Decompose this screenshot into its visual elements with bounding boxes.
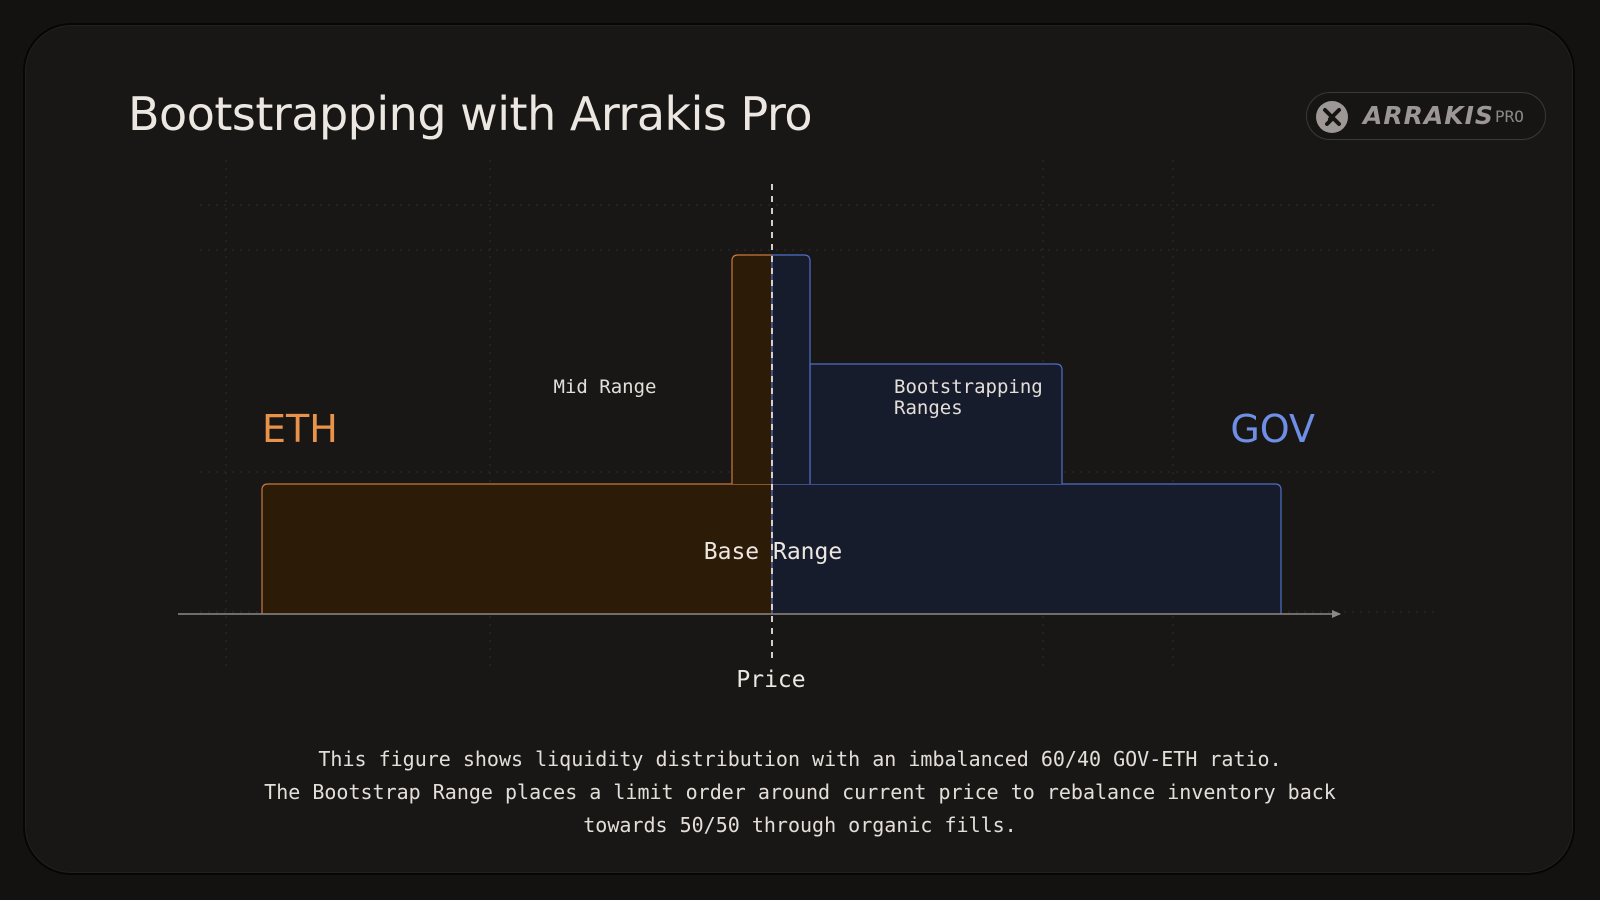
base-range-label: Base Range xyxy=(704,539,842,565)
mid-range-label: Mid Range xyxy=(554,376,657,398)
mid-range-eth-bar xyxy=(731,254,773,484)
arrakis-wordmark: ARRAKIS xyxy=(1363,101,1494,130)
mid-range-gov-bar xyxy=(771,254,811,484)
base-range-eth-bar xyxy=(261,483,773,614)
bootstrap-label-line1: Bootstrapping xyxy=(894,376,1043,398)
gov-token-label: GOV xyxy=(1230,407,1315,451)
arrakis-x-icon xyxy=(1316,101,1348,133)
pro-label: PRO xyxy=(1495,107,1524,126)
price-axis-label: Price xyxy=(736,667,805,693)
base-range-gov-bar xyxy=(771,483,1282,614)
bootstrap-label-line2: Ranges xyxy=(894,397,963,419)
caption-line-3: towards 50/50 through organic fills. xyxy=(583,813,1017,837)
bootstrapping-range-bar xyxy=(809,363,1063,484)
caption-line-2: The Bootstrap Range places a limit order… xyxy=(264,780,1336,804)
arrakis-pro-badge: ARRAKIS PRO xyxy=(1306,92,1546,140)
caption-line-1: This figure shows liquidity distribution… xyxy=(318,747,1282,771)
figure-caption: This figure shows liquidity distribution… xyxy=(150,743,1450,842)
page-title: Bootstrapping with Arrakis Pro xyxy=(128,87,813,141)
eth-token-label: ETH xyxy=(262,407,338,451)
